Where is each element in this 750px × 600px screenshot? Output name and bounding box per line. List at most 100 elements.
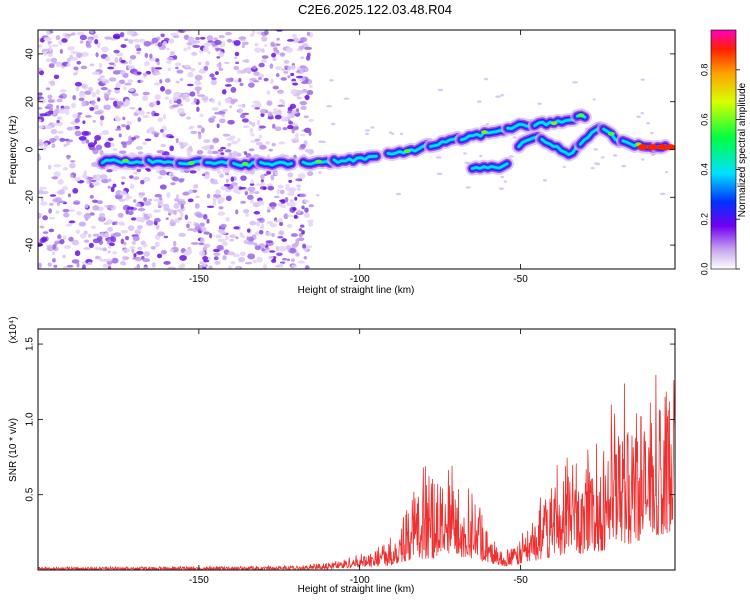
noise-speckle [222,133,231,137]
noise-speckle [96,42,101,49]
noise-speckle [126,30,135,36]
noise-speckle [157,117,164,123]
noise-speckle [247,194,254,201]
noise-speckle [99,120,104,127]
noise-speckle [84,114,92,118]
noise-speckle [248,120,253,125]
noise-speckle [254,245,261,251]
noise-speckle [102,247,108,252]
colorbar-axes: 0.0 0.2 0.4 0.6 0.8 [699,64,740,275]
noise-speckle [304,127,312,134]
noise-speckle [279,52,285,57]
noise-speckle [326,105,333,108]
noise-speckle [224,149,232,153]
noise-speckle [240,200,247,204]
noise-speckle [253,242,258,246]
noise-speckle [53,164,62,168]
noise-speckle [113,100,118,107]
noise-speckle [56,119,60,124]
noise-speckle [38,107,43,110]
track-segment [429,136,459,148]
noise-speckle [249,183,255,186]
noise-speckle [38,262,43,269]
noise-speckle [188,189,194,194]
noise-speckle [303,255,308,260]
snr-series-line [38,374,675,570]
noise-speckle [295,178,302,182]
noise-speckle [226,137,234,141]
noise-speckle [174,91,182,96]
noise-speckle [299,100,308,106]
noise-speckle [55,35,61,41]
noise-speckle [79,233,87,239]
noise-speckle [113,232,121,237]
noise-speckle [650,131,654,135]
noise-speckle [235,209,239,215]
noise-speckle [210,181,219,185]
noise-speckle [274,114,282,120]
noise-speckle [370,126,375,129]
noise-speckle [213,37,219,41]
noise-speckle [105,56,111,62]
track-hotspot [577,113,585,118]
noise-speckle [299,65,307,69]
noise-speckle [121,181,125,185]
noise-speckle [254,107,260,110]
noise-speckle [222,241,228,246]
track-segment [517,135,540,148]
noise-speckle [159,169,167,176]
noise-speckle [95,89,100,95]
noise-speckle [280,205,286,209]
noise-speckle [125,236,130,241]
noise-speckle [77,112,83,116]
noise-speckle [189,91,196,97]
noise-speckle [76,31,85,36]
noise-speckle [142,114,150,119]
noise-speckle [252,260,258,264]
noise-speckle [194,86,202,91]
noise-speckle [233,65,240,71]
noise-speckle [203,243,211,248]
noise-speckle [56,104,60,110]
noise-speckle [291,123,299,127]
noise-speckle [176,98,182,105]
noise-speckle [132,171,140,175]
noise-speckle [198,250,206,257]
noise-speckle [290,233,298,237]
noise-speckle [274,219,279,223]
noise-speckle [276,252,283,256]
noise-speckle [301,76,306,81]
noise-speckle [252,65,257,70]
noise-speckle [171,104,179,108]
noise-speckle [40,201,48,206]
noise-speckle [193,98,198,104]
noise-speckle [299,67,305,74]
noise-speckle [500,175,505,179]
noise-speckle [76,52,83,59]
noise-speckle [170,182,176,186]
noise-speckle [237,108,243,114]
noise-speckle [286,214,294,218]
noise-speckle [202,261,207,267]
noise-speckle [81,51,89,57]
noise-speckle [120,70,126,75]
noise-speckle [113,49,120,54]
noise-speckle [68,139,73,143]
heatmap-axes: -150 -100 -50 -40 -20 0 20 40 [25,30,675,285]
noise-speckle [147,127,155,133]
noise-speckle [58,188,65,195]
noise-speckle [273,108,278,114]
noise-speckle [106,260,113,265]
noise-speckle [197,213,204,218]
noise-speckle [129,246,136,249]
noise-speckle [187,198,194,203]
heatmap-y-tick-label: 20 [25,96,36,108]
noise-speckle [40,197,44,202]
noise-speckle [115,82,121,88]
noise-speckle [263,44,268,47]
noise-speckle [138,194,144,199]
noise-speckle [278,141,286,145]
noise-speckle [243,68,247,74]
noise-speckle [63,245,72,249]
noise-speckle [54,240,61,245]
